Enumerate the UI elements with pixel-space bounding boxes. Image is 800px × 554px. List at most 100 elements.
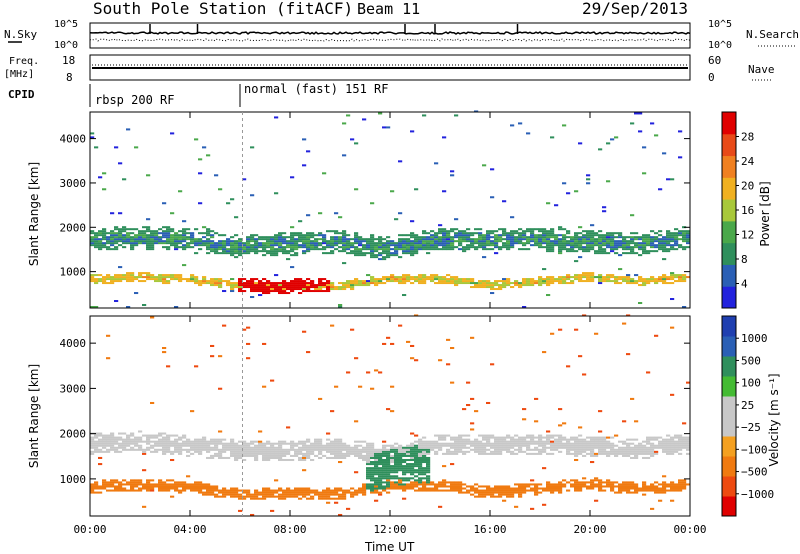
- range-cell: [534, 493, 539, 496]
- range-cell: [118, 238, 123, 241]
- range-cell: [482, 452, 487, 455]
- range-cell: [546, 250, 551, 253]
- range-cell: [542, 440, 547, 443]
- range-cell: [662, 258, 667, 261]
- range-cell: [358, 491, 363, 494]
- range-cell: [554, 485, 559, 488]
- range-cell: [258, 440, 263, 443]
- range-cell: [666, 485, 671, 488]
- range-cell: [562, 422, 567, 425]
- range-cell: [470, 234, 475, 237]
- range-cell: [506, 493, 511, 496]
- range-cell: [174, 448, 179, 451]
- range-cell: [438, 485, 443, 488]
- range-cell: [458, 282, 463, 285]
- range-cell: [534, 446, 539, 449]
- range-cell: [146, 442, 151, 445]
- range-cell: [554, 438, 559, 441]
- range-cell: [218, 489, 223, 492]
- range-cell: [250, 452, 255, 455]
- range-cell: [578, 426, 583, 429]
- range-cell: [138, 446, 143, 449]
- range-cell: [382, 444, 387, 447]
- range-cell: [338, 232, 343, 235]
- range-cell: [178, 276, 183, 279]
- range-cell: [606, 479, 611, 482]
- range-cell: [274, 446, 279, 449]
- range-cell: [374, 461, 379, 464]
- range-cell: [110, 280, 115, 283]
- range-cell: [630, 252, 635, 255]
- range-cell: [390, 450, 395, 453]
- range-cell: [522, 278, 527, 281]
- range-cell: [278, 238, 283, 241]
- range-cell: [138, 232, 143, 235]
- range-cell: [470, 232, 475, 235]
- range-cell: [166, 226, 171, 229]
- range-cell: [430, 440, 435, 443]
- range-cell: [482, 493, 487, 496]
- range-cell: [130, 272, 135, 275]
- range-cell: [162, 442, 167, 445]
- range-cell: [102, 246, 107, 249]
- range-cell: [390, 244, 395, 247]
- range-cell: [562, 485, 567, 488]
- range-cell: [390, 410, 395, 413]
- range-cell: [210, 355, 215, 358]
- range-cell: [182, 248, 187, 251]
- range-cell: [494, 236, 499, 239]
- range-cell: [426, 450, 431, 453]
- range-cell: [634, 282, 639, 285]
- range-cell: [442, 236, 447, 239]
- range-cell: [358, 238, 363, 241]
- range-cell: [494, 450, 499, 453]
- range-cell: [266, 442, 271, 445]
- range-cell: [354, 188, 359, 191]
- range-cell: [362, 483, 367, 486]
- range-cell: [314, 244, 319, 247]
- range-cell: [94, 278, 99, 281]
- range-cell: [578, 442, 583, 445]
- range-cell: [686, 232, 691, 235]
- range-cell: [558, 240, 563, 243]
- range-cell: [654, 240, 659, 243]
- range-cell: [174, 450, 179, 453]
- range-cell: [602, 489, 607, 492]
- range-cell: [610, 242, 615, 245]
- range-cell: [422, 448, 427, 451]
- range-cell: [410, 242, 415, 245]
- range-cell: [634, 246, 639, 249]
- range-cell: [546, 481, 551, 484]
- range-cell: [342, 238, 347, 241]
- range-cell: [398, 465, 403, 468]
- range-cell: [478, 495, 483, 498]
- range-cell: [366, 242, 371, 245]
- range-cell: [550, 491, 555, 494]
- range-cell: [434, 442, 439, 445]
- range-cell: [146, 238, 151, 241]
- range-cell: [666, 450, 671, 453]
- range-cell: [378, 448, 383, 451]
- range-cell: [394, 278, 399, 281]
- range-cell: [338, 452, 343, 455]
- range-cell: [290, 495, 295, 498]
- range-cell: [114, 450, 119, 453]
- range-cell: [682, 278, 687, 281]
- range-cell: [262, 342, 267, 345]
- range-cell: [330, 252, 335, 255]
- range-cell: [242, 446, 247, 449]
- range-cell: [590, 246, 595, 249]
- range-cell: [674, 485, 679, 488]
- range-cell: [294, 252, 299, 255]
- range-cell: [590, 230, 595, 233]
- range-cell: [414, 236, 419, 239]
- range-cell: [646, 240, 651, 243]
- range-cell: [390, 485, 395, 488]
- range-cell: [170, 274, 175, 277]
- range-cell: [598, 246, 603, 249]
- range-cell: [682, 234, 687, 237]
- range-cell: [98, 246, 103, 249]
- range-cell: [382, 250, 387, 253]
- range-cell: [302, 246, 307, 249]
- range-cell: [622, 440, 627, 443]
